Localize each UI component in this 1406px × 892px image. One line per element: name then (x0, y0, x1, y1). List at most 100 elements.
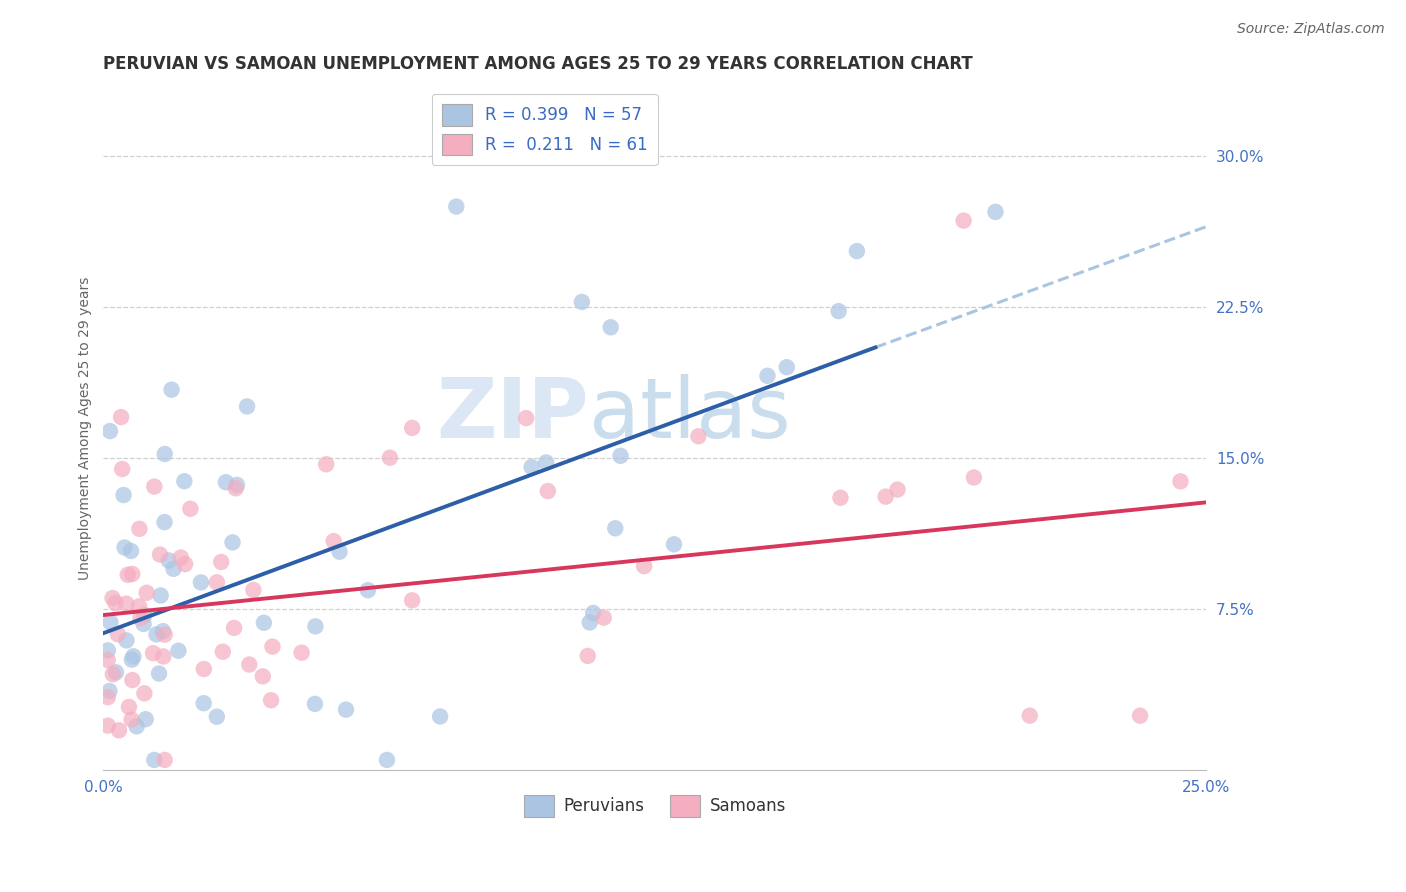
Point (446, 200, 468, 214)
Point (122, 649, 145, 664)
Point (153, 753, 176, 767)
Point (108, 723, 131, 738)
Point (827, 304, 849, 318)
Point (875, 490, 897, 504)
Point (121, 652, 143, 666)
Point (107, 627, 129, 641)
Point (149, 548, 172, 562)
Point (260, 693, 283, 707)
Point (662, 537, 685, 551)
Point (134, 608, 156, 623)
Point (193, 662, 215, 676)
Point (157, 553, 180, 567)
Point (98, 424, 121, 438)
Point (134, 686, 156, 700)
Point (121, 566, 143, 581)
Point (886, 483, 908, 497)
Point (375, 753, 398, 767)
Point (515, 411, 537, 425)
Y-axis label: Unemployment Among Ages 25 to 29 years: Unemployment Among Ages 25 to 29 years (79, 277, 93, 580)
Point (97, 718, 120, 732)
Point (129, 611, 152, 625)
Point (225, 481, 247, 495)
Point (153, 515, 176, 529)
Text: PERUVIAN VS SAMOAN UNEMPLOYMENT AMONG AGES 25 TO 29 YEARS CORRELATION CHART: PERUVIAN VS SAMOAN UNEMPLOYMENT AMONG AG… (104, 55, 973, 73)
Point (571, 294, 593, 309)
Point (205, 575, 228, 590)
Point (952, 213, 974, 227)
Point (173, 474, 195, 488)
Point (128, 522, 150, 536)
Point (1018, 708, 1040, 723)
Text: atlas: atlas (589, 374, 790, 455)
Point (315, 457, 337, 471)
Point (262, 640, 284, 654)
Point (238, 657, 260, 672)
Point (776, 360, 799, 375)
Point (429, 709, 451, 723)
Point (167, 644, 190, 658)
Point (357, 583, 380, 598)
Point (152, 624, 174, 639)
Point (226, 478, 249, 492)
Point (120, 544, 142, 558)
Point (209, 555, 232, 569)
Point (118, 700, 141, 714)
Point (104, 596, 127, 610)
Point (142, 646, 165, 660)
Point (153, 627, 176, 641)
Point (845, 244, 868, 258)
Point (111, 462, 134, 476)
Point (335, 703, 357, 717)
Point (236, 400, 259, 414)
Point (582, 606, 605, 620)
Point (211, 645, 233, 659)
Point (162, 562, 184, 576)
Point (401, 593, 423, 607)
Point (121, 673, 143, 687)
Point (115, 633, 138, 648)
Point (132, 617, 155, 632)
Point (605, 521, 627, 535)
Point (291, 646, 314, 660)
Text: ZIP: ZIP (436, 374, 589, 455)
Point (633, 559, 655, 574)
Point (1129, 708, 1152, 723)
Point (100, 615, 122, 630)
Text: Source: ZipAtlas.com: Source: ZipAtlas.com (1237, 22, 1385, 37)
Point (110, 410, 132, 425)
Point (174, 557, 197, 571)
Point (378, 450, 401, 465)
Point (401, 421, 423, 435)
Point (599, 320, 621, 334)
Point (114, 541, 136, 555)
Point (135, 712, 157, 726)
Point (104, 665, 127, 680)
Point (160, 383, 183, 397)
Point (984, 205, 1007, 219)
Point (179, 501, 201, 516)
Point (128, 599, 150, 614)
Point (756, 368, 779, 383)
Point (152, 649, 174, 664)
Point (148, 666, 170, 681)
Point (101, 667, 124, 681)
Point (97, 643, 120, 657)
Point (115, 597, 138, 611)
Point (170, 550, 193, 565)
Point (520, 460, 543, 475)
Point (534, 455, 557, 469)
Point (242, 582, 264, 597)
Point (578, 615, 600, 630)
Point (117, 567, 139, 582)
Point (609, 449, 631, 463)
Point (322, 534, 344, 549)
Point (145, 627, 167, 641)
Point (252, 669, 274, 683)
Point (190, 575, 212, 590)
Legend: Peruvians, Samoans: Peruvians, Samoans (517, 789, 793, 823)
Point (688, 429, 710, 443)
Point (328, 544, 350, 558)
Point (1170, 475, 1192, 489)
Point (304, 619, 326, 633)
